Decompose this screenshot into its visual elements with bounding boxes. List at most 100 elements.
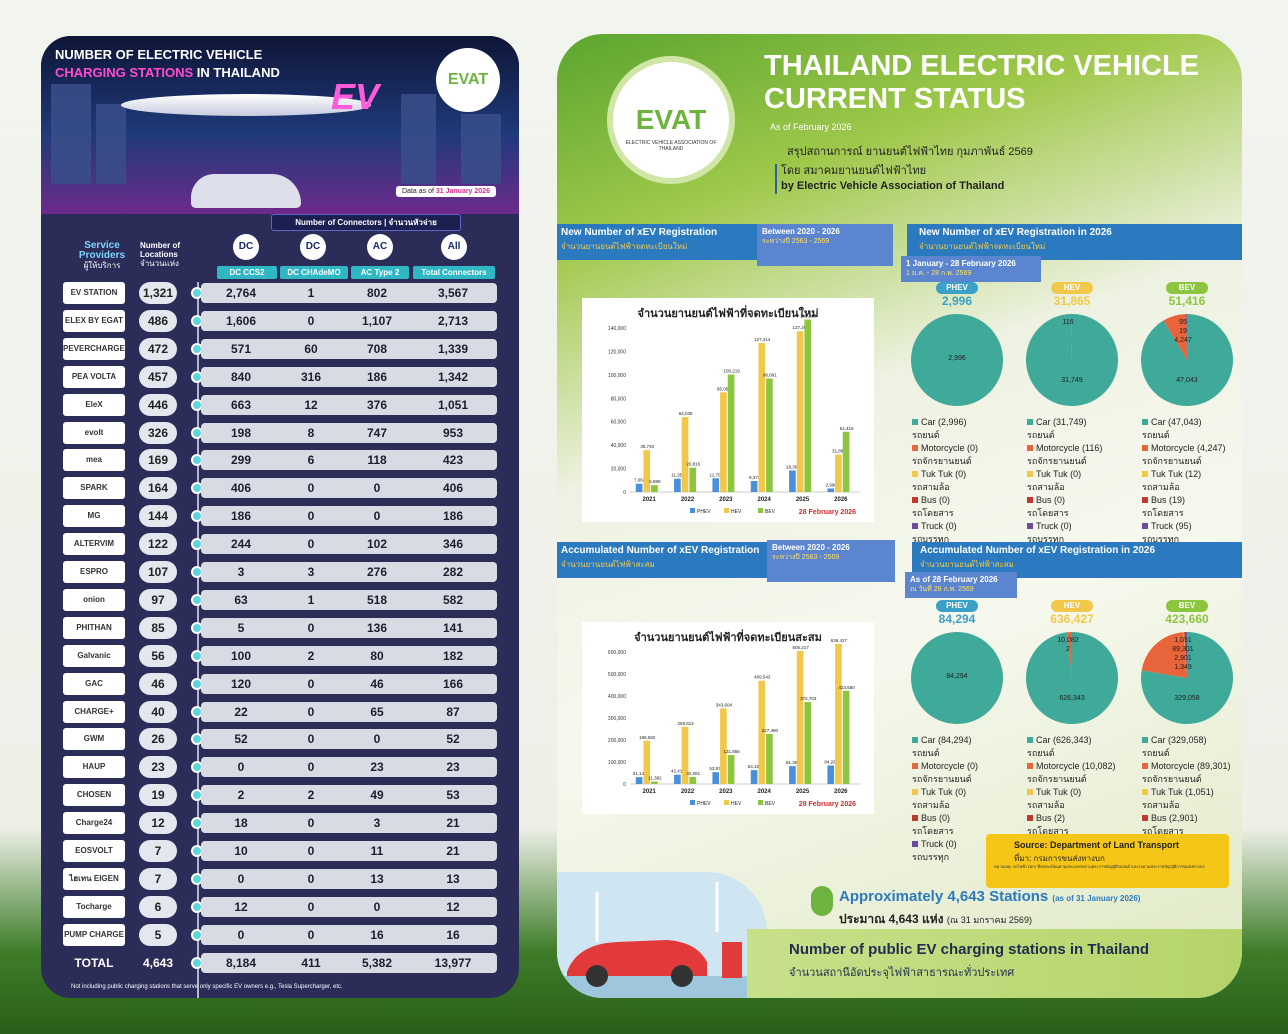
y-tick-label: 100,000	[608, 373, 626, 379]
legend-label: Truck (0)	[921, 521, 957, 531]
ccs2-value: 0	[237, 927, 245, 942]
legend-swatch	[1142, 497, 1148, 503]
legend-swatch	[1142, 523, 1148, 529]
connector-bar: 186 0 0 186	[201, 506, 497, 527]
connector-bar: 18 0 3 21	[201, 813, 497, 834]
table-row: GAC 46 120 0 46 166	[63, 672, 497, 695]
service-providers-label: Service Providers	[78, 240, 126, 261]
chademo-value: 0	[307, 509, 315, 524]
section-title: Accumulated Number of xEV Registration i…	[920, 545, 1156, 556]
y-tick-label: 500,000	[608, 672, 626, 678]
connector-bar: 63 1 518 582	[201, 589, 497, 610]
legend-swatch	[912, 497, 918, 503]
section-title: New Number of xEV Registration	[561, 227, 718, 238]
data-label: 9,372	[749, 475, 761, 480]
locations-count: 457	[139, 365, 177, 388]
chademo-value: 2	[307, 648, 315, 663]
total-value: 1,051	[437, 397, 469, 412]
charging-header-illustration: NUMBER OF ELECTRIC VEHICLE CHARGING STAT…	[41, 36, 519, 214]
legend-label-th: รถจักรยานยนต์	[912, 456, 972, 466]
source-title: Source: Department of Land Transport	[1014, 840, 1180, 850]
data-label: 343,604	[716, 702, 733, 707]
legend-label: PHEV	[697, 509, 711, 515]
legend-label: Bus (0)	[921, 495, 951, 505]
table-row: PEA VOLTA 457 840 316 186 1,342	[63, 365, 497, 388]
bar-phev-2024	[750, 770, 758, 784]
legend-swatch	[1027, 523, 1033, 529]
locations-label-th: จำนวนแห่ง	[140, 259, 179, 268]
bar-phev-2022	[674, 478, 681, 492]
locations-count: 23	[139, 756, 177, 779]
ccs2-value: 3	[237, 565, 245, 579]
building-shape	[51, 84, 91, 184]
data-label: 147,260	[800, 313, 817, 318]
bar-hev-2026	[835, 643, 842, 784]
dc-chip: DC	[233, 234, 259, 260]
legend-swatch	[690, 800, 695, 805]
chademo-value: 0	[307, 844, 315, 858]
table-row: mea 169 299 6 118 423	[63, 449, 497, 472]
range-text: 1 January - 28 February 2026	[906, 259, 1016, 268]
total-value: 16	[446, 927, 460, 942]
total-value: 52	[446, 732, 460, 747]
legend-swatch	[724, 508, 729, 513]
table-row: CHOSEN 19 2 2 49 53	[63, 784, 497, 807]
locations-count: 46	[139, 672, 177, 695]
bar-phev-2026	[827, 765, 835, 784]
legend-label: Tuk Tuk (0)	[921, 787, 967, 797]
locations-count: 7	[139, 840, 177, 862]
legend-label-th: รถสามล้อ	[1142, 482, 1180, 492]
legend-label: Motorcycle (0)	[921, 443, 979, 453]
all-chip: All	[441, 234, 467, 260]
locations-count: 169	[139, 449, 177, 472]
bar-bev-2022	[689, 467, 697, 492]
bar-hev-2022	[681, 416, 689, 492]
total-value: 13,977	[434, 955, 472, 970]
chademo-value: 0	[307, 816, 315, 831]
bar-phev-2024	[750, 481, 758, 492]
data-label: 259,812	[677, 721, 694, 726]
title-line1: THAILAND ELECTRIC VEHICLE	[764, 50, 1199, 82]
data-label: 5,889	[649, 479, 661, 484]
legend-swatch	[1027, 445, 1033, 451]
pie-slice	[911, 314, 1003, 406]
locations-label: Number of Locations	[140, 241, 180, 259]
ccs2-value: 840	[230, 369, 252, 384]
total-value: 21	[446, 844, 460, 858]
total-value: 166	[442, 676, 464, 691]
total-value: 953	[442, 425, 464, 440]
chademo-value: 0	[307, 871, 315, 886]
pie-slice	[1184, 632, 1187, 678]
locations-count: 6	[139, 895, 177, 918]
chademo-value: 0	[307, 481, 315, 496]
bar-phev-2021	[635, 483, 643, 492]
legend-label: Bus (19)	[1151, 495, 1186, 505]
legend-label: Car (329,058)	[1151, 735, 1207, 745]
pie-data-label: 1,051	[1174, 637, 1192, 644]
pie-slice	[1070, 314, 1072, 360]
pie-data-label: 626,343	[1059, 695, 1084, 702]
provider-logo: onion	[63, 588, 125, 611]
chart-title: จำนวนยานยนต์ไฟฟ้าที่จดทะเบียนสะสม	[634, 632, 822, 644]
data-label: 11,703	[710, 472, 724, 477]
section-title-th: จำนวนยานยนต์ไฟฟ้าสะสม	[561, 560, 655, 569]
bar-hev-2026	[835, 454, 842, 492]
pie-total: 2,996	[941, 294, 973, 308]
pie-tag: PHEV	[936, 282, 978, 294]
type2-value: 186	[366, 369, 388, 384]
ccs2-value: 663	[230, 397, 252, 412]
chademo-value: 6	[307, 453, 315, 468]
total-value: 346	[442, 537, 464, 552]
pie-legend: Car (31,749) รถยนต์ Motorcycle (116) รถจักร…	[1027, 416, 1102, 546]
source-note: หมายเหตุ: รถไฟฟ้า BEV ที่จดทะเบียนตามประ…	[994, 864, 1205, 869]
connector-bar: 10 0 11 21	[201, 841, 497, 861]
provider-logo: evolt	[63, 421, 125, 444]
ccs2-value: 198	[230, 425, 252, 440]
type2-value: 5,382	[361, 955, 393, 970]
connectors-title: Number of Connectors | จำนวนหัวจ่าย	[271, 214, 461, 231]
ccs2-value: 100	[230, 648, 252, 663]
pie-chart-svg: 116 31,749	[1026, 314, 1118, 406]
pie-data-label: 95	[1179, 319, 1187, 326]
data-label: 372,703	[800, 696, 817, 701]
type2-value: 276	[366, 565, 388, 579]
